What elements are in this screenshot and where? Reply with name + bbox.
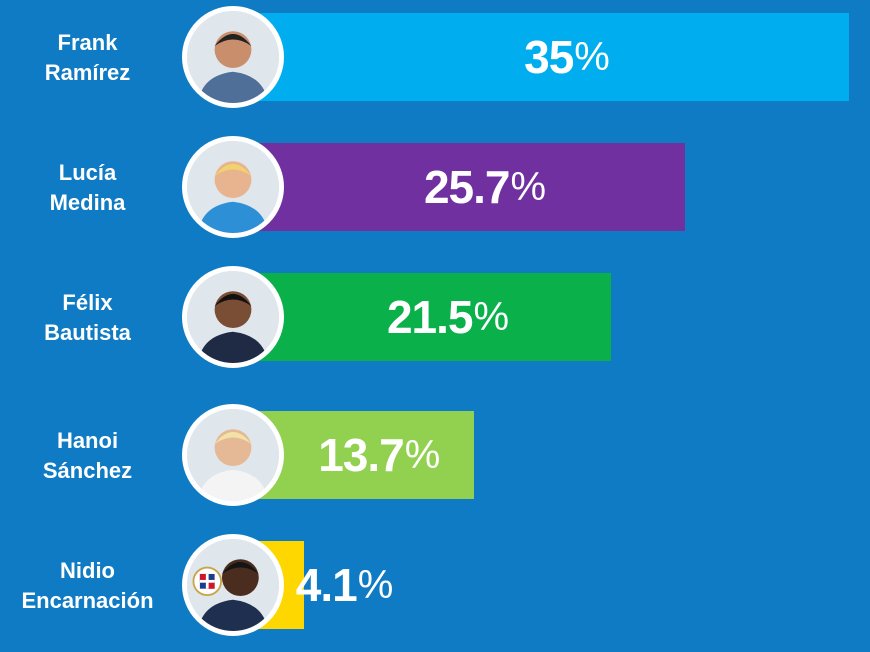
candidate-last-name: Sánchez bbox=[42, 458, 133, 483]
candidate-last-name: Medina bbox=[49, 190, 126, 215]
data-label-number: 4.1 bbox=[295, 559, 358, 611]
data-label-unit: % bbox=[574, 34, 610, 79]
bar bbox=[232, 143, 686, 231]
chart-row: Lucía Medina 25.7% bbox=[0, 136, 870, 238]
candidate-first-name: Lucía bbox=[58, 160, 117, 185]
chart-row: Félix Bautista 21.5% bbox=[0, 266, 870, 368]
candidate-first-name: Nidio bbox=[60, 558, 115, 583]
data-label: 21.5% bbox=[284, 273, 611, 361]
data-label-number: 25.7 bbox=[423, 161, 511, 213]
data-label-unit: % bbox=[473, 294, 509, 339]
data-label: 35% bbox=[284, 13, 849, 101]
data-label-unit: % bbox=[357, 562, 394, 607]
bar bbox=[232, 13, 849, 101]
data-label-number: 35 bbox=[524, 31, 574, 83]
candidate-last-name: Encarnación bbox=[21, 588, 154, 613]
data-label-number: 13.7 bbox=[318, 429, 405, 481]
woman-blue-blazer-photo bbox=[182, 136, 284, 238]
candidate-name: Lucía Medina bbox=[0, 143, 175, 233]
candidate-first-name: Hanoi bbox=[56, 428, 119, 453]
man-with-seal-photo bbox=[182, 534, 284, 636]
man-thumbs-up-photo bbox=[182, 6, 284, 108]
candidate-name: Félix Bautista bbox=[0, 273, 175, 363]
chart-row: Nidio Encarnación 4.1% bbox=[0, 534, 870, 636]
candidate-last-name: Ramírez bbox=[44, 60, 131, 85]
candidate-first-name: Félix bbox=[62, 290, 113, 315]
candidate-last-name: Bautista bbox=[44, 320, 131, 345]
woman-white-blouse-photo bbox=[182, 404, 284, 506]
bar bbox=[232, 273, 611, 361]
data-label: 13.7% bbox=[284, 411, 474, 499]
man-on-phone-photo bbox=[182, 266, 284, 368]
data-label-unit: % bbox=[404, 432, 441, 477]
candidate-name: Nidio Encarnación bbox=[0, 541, 175, 631]
data-label: 25.7% bbox=[284, 143, 685, 231]
candidate-first-name: Frank bbox=[57, 30, 118, 55]
candidate-name: Hanoi Sánchez bbox=[0, 411, 175, 501]
chart-row: Hanoi Sánchez 13.7% bbox=[0, 404, 870, 506]
data-label: 4.1% bbox=[284, 541, 404, 629]
data-label-unit: % bbox=[510, 164, 547, 209]
data-label-number: 21.5 bbox=[386, 291, 474, 343]
candidate-name: Frank Ramírez bbox=[0, 13, 175, 103]
chart-row: Frank Ramírez 35% bbox=[0, 6, 870, 108]
